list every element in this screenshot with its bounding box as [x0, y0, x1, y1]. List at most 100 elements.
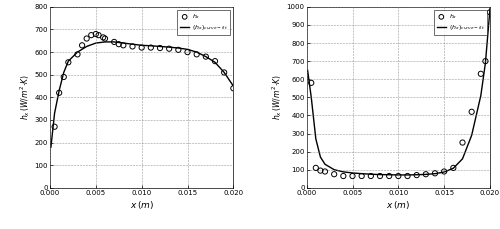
$(h_x)_{curve-fit}$	[482, 62, 488, 64]
$h_x$	[458, 141, 466, 144]
$(h_x)_{curve-fit}$	[450, 167, 456, 170]
$(h_x)_{curve-fit}$	[487, 7, 493, 10]
$h_x$	[482, 59, 490, 63]
$h_x$	[307, 81, 316, 85]
$h_x$	[316, 169, 324, 172]
$h_x$	[340, 174, 347, 178]
$h_x$	[412, 173, 420, 177]
$(h_x)_{curve-fit}$	[221, 71, 227, 74]
Y-axis label: $h_x\,(W/m^2{\cdot}K)$: $h_x\,(W/m^2{\cdot}K)$	[270, 74, 284, 120]
$(h_x)_{curve-fit}$	[350, 172, 356, 174]
Line: $(h_x)_{curve-fit}$: $(h_x)_{curve-fit}$	[51, 42, 234, 147]
$(h_x)_{curve-fit}$	[74, 51, 80, 53]
Y-axis label: $h_x\,(W/m^2{\cdot}K)$: $h_x\,(W/m^2{\cdot}K)$	[18, 74, 32, 120]
$h_x$	[192, 52, 200, 56]
$h_x$	[50, 125, 58, 128]
$h_x$	[431, 172, 439, 175]
$(h_x)_{curve-fit}$	[386, 173, 392, 176]
$h_x$	[94, 33, 102, 37]
$h_x$	[330, 172, 338, 176]
$(h_x)_{curve-fit}$	[432, 172, 438, 175]
$(h_x)_{curve-fit}$	[93, 42, 99, 44]
$(h_x)_{curve-fit}$	[441, 171, 447, 173]
$(h_x)_{curve-fit}$	[176, 47, 182, 49]
$(h_x)_{curve-fit}$	[194, 51, 200, 53]
$(h_x)_{curve-fit}$	[396, 174, 402, 176]
$(h_x)_{curve-fit}$	[84, 45, 89, 48]
$h_x$	[74, 52, 82, 56]
Legend: $h_x$, $(h_x)_{curve-fit}$: $h_x$, $(h_x)_{curve-fit}$	[434, 10, 487, 35]
$h_x$	[115, 42, 123, 46]
$(h_x)_{curve-fit}$	[138, 44, 144, 47]
$h_x$	[99, 35, 107, 39]
$h_x$	[486, 11, 494, 14]
$(h_x)_{curve-fit}$	[48, 146, 54, 148]
$h_x$	[184, 50, 192, 54]
$h_x$	[211, 59, 219, 63]
$(h_x)_{curve-fit}$	[111, 41, 117, 43]
$(h_x)_{curve-fit}$	[120, 42, 126, 44]
$h_x$	[321, 170, 329, 173]
$h_x$	[202, 55, 210, 58]
$h_x$	[367, 174, 375, 178]
$h_x$	[128, 45, 136, 48]
$(h_x)_{curve-fit}$	[318, 156, 324, 158]
$(h_x)_{curve-fit}$	[423, 173, 429, 176]
$(h_x)_{curve-fit}$	[322, 163, 328, 166]
$h_x$	[385, 174, 393, 178]
$(h_x)_{curve-fit}$	[61, 71, 67, 74]
$h_x$	[477, 72, 485, 76]
X-axis label: $x\,(m)$: $x\,(m)$	[386, 199, 410, 211]
$(h_x)_{curve-fit}$	[340, 170, 346, 173]
$h_x$	[450, 166, 458, 170]
$(h_x)_{curve-fit}$	[203, 55, 209, 58]
$h_x$	[92, 32, 100, 36]
$(h_x)_{curve-fit}$	[52, 112, 58, 114]
$h_x$	[440, 170, 448, 173]
$(h_x)_{curve-fit}$	[130, 43, 136, 46]
$h_x$	[82, 37, 90, 40]
$(h_x)_{curve-fit}$	[212, 61, 218, 64]
$h_x$	[64, 60, 72, 64]
$(h_x)_{curve-fit}$	[66, 60, 71, 63]
$h_x$	[312, 166, 320, 170]
$(h_x)_{curve-fit}$	[478, 94, 484, 97]
$h_x$	[230, 86, 237, 90]
$(h_x)_{curve-fit}$	[166, 46, 172, 49]
$h_x$	[55, 91, 63, 95]
$(h_x)_{curve-fit}$	[331, 168, 337, 171]
$h_x$	[394, 174, 402, 178]
$h_x$	[110, 40, 118, 44]
$h_x$	[220, 71, 228, 74]
$h_x$	[358, 174, 366, 178]
$h_x$	[78, 44, 86, 47]
$h_x$	[60, 75, 68, 79]
$(h_x)_{curve-fit}$	[304, 69, 310, 72]
Legend: $h_x$, $(h_x)_{curve-fit}$: $h_x$, $(h_x)_{curve-fit}$	[178, 10, 230, 35]
X-axis label: $x\,(m)$: $x\,(m)$	[130, 199, 154, 211]
$h_x$	[165, 47, 173, 51]
$(h_x)_{curve-fit}$	[358, 172, 364, 175]
$(h_x)_{curve-fit}$	[404, 174, 410, 176]
$h_x$	[422, 172, 430, 176]
$(h_x)_{curve-fit}$	[468, 134, 474, 137]
$(h_x)_{curve-fit}$	[148, 44, 154, 47]
$h_x$	[156, 46, 164, 50]
$h_x$	[174, 48, 182, 52]
Line: $(h_x)_{curve-fit}$: $(h_x)_{curve-fit}$	[308, 9, 490, 175]
$(h_x)_{curve-fit}$	[184, 48, 190, 51]
$(h_x)_{curve-fit}$	[368, 173, 374, 176]
$h_x$	[147, 46, 155, 49]
$h_x$	[376, 174, 384, 178]
$h_x$	[138, 46, 145, 49]
$(h_x)_{curve-fit}$	[460, 158, 466, 160]
$h_x$	[87, 33, 95, 37]
$(h_x)_{curve-fit}$	[308, 96, 314, 99]
$(h_x)_{curve-fit}$	[414, 173, 420, 176]
$(h_x)_{curve-fit}$	[377, 173, 383, 176]
$(h_x)_{curve-fit}$	[157, 45, 163, 48]
$h_x$	[348, 174, 356, 178]
$h_x$	[120, 44, 128, 47]
$(h_x)_{curve-fit}$	[102, 41, 108, 43]
$(h_x)_{curve-fit}$	[56, 89, 62, 92]
